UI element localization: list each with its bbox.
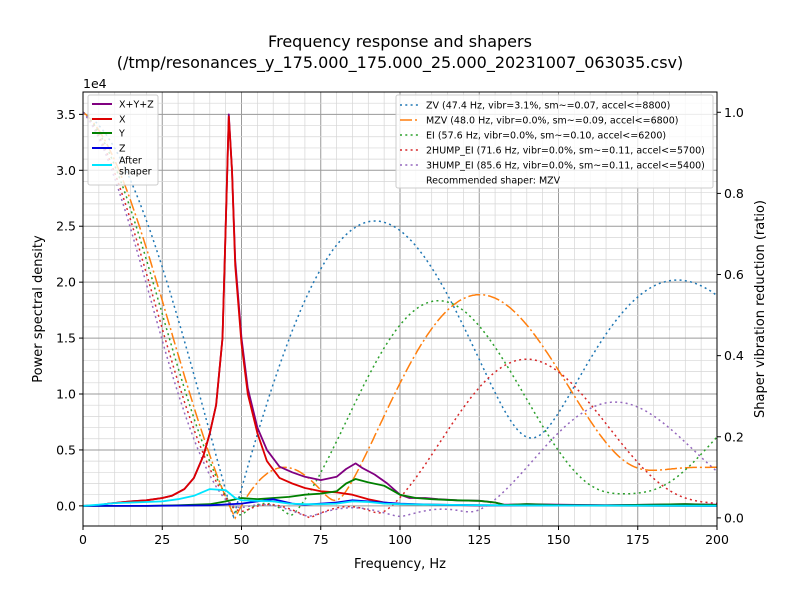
plot-area (82, 111, 718, 520)
x-tick-label: 75 (313, 532, 329, 547)
y-tick-label: 3.5 (56, 107, 76, 122)
y2-tick-label: 0.2 (724, 429, 744, 444)
x-tick-label: 50 (234, 532, 250, 547)
y-tick-label: 1.5 (56, 331, 76, 346)
legend-shaper-label: EI (57.6 Hz, vibr=0.0%, sm~=0.10, accel<… (426, 131, 666, 142)
y2-tick-label: 1.0 (724, 105, 744, 120)
x-axis-label: Frequency, Hz (354, 557, 446, 572)
shaper-line-3hump-ei (82, 111, 718, 518)
psd-line-1 (82, 115, 718, 507)
chart-title-line1: Frequency response and shapers (268, 32, 532, 51)
y-tick-label: 1.0 (56, 387, 76, 402)
x-tick-label: 200 (705, 532, 729, 547)
x-tick-label: 150 (547, 532, 571, 547)
legend-shaper-label: MZV (48.0 Hz, vibr=0.0%, sm~=0.09, accel… (426, 116, 678, 127)
shaper-line-2hump-ei (82, 111, 718, 519)
y2-tick-label: 0.4 (724, 348, 744, 363)
y-tick-label: 3.0 (56, 163, 76, 178)
chart-title-line2: (/tmp/resonances_y_175.000_175.000_25.00… (117, 53, 684, 73)
psd-line-4 (82, 488, 718, 507)
shaper-line-mzv (82, 111, 718, 520)
legend-psd-label: X+Y+Z (119, 100, 154, 111)
x-tick-label: 125 (467, 532, 491, 547)
legend-shaper-label: ZV (47.4 Hz, vibr=3.1%, sm~=0.07, accel<… (426, 101, 670, 112)
legend-psd-frame (87, 94, 159, 186)
legend-psd-label: After shaper (119, 156, 152, 178)
y2-axis-label: Shaper vibration reduction (ratio) (753, 200, 768, 418)
legend-psd-label: X (119, 115, 126, 126)
y2-tick-label: 0.6 (724, 267, 744, 282)
legend-shapers-frame (395, 94, 714, 189)
y2-tick-label: 0.0 (724, 510, 744, 525)
x-tick-label: 100 (388, 532, 412, 547)
y-tick-label: 0.5 (56, 442, 76, 457)
axes: 0 25 50 75 100 125 150 175 200 0.0 0.5 1.0 1.5 2.0 2.5… (56, 105, 744, 547)
legend-shaper-label: 2HUMP_EI (71.6 Hz, vibr=0.0%, sm~=0.11, … (426, 146, 705, 157)
y-tick-label: 0.0 (56, 498, 76, 513)
y-offset-label: 1e4 (83, 76, 107, 91)
legend-psd-label: Y (118, 129, 125, 140)
x-tick-label: 0 (79, 532, 87, 547)
y2-tick-label: 0.8 (724, 186, 744, 201)
x-tick-label: 175 (626, 532, 650, 547)
legend-shaper-label: 3HUMP_EI (85.6 Hz, vibr=0.0%, sm~=0.11, … (426, 161, 705, 172)
x-tick-label: 25 (154, 532, 170, 547)
legend-shapers: ZV (47.4 Hz, vibr=3.1%, sm~=0.07, accel<… (395, 94, 714, 189)
legend-recommended: Recommended shaper: MZV (426, 176, 561, 187)
y-tick-label: 2.0 (56, 275, 76, 290)
y-axis-label: Power spectral density (31, 235, 46, 383)
y-tick-label: 2.5 (56, 219, 76, 234)
legend-psd-label: Z (119, 144, 126, 155)
psd-line-2 (83, 478, 718, 507)
